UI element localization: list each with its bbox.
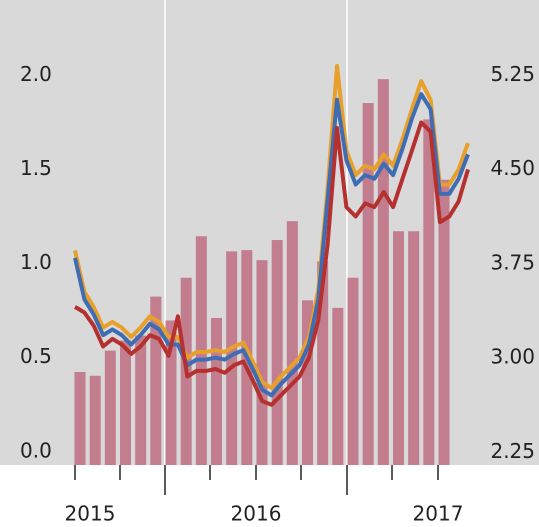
bar bbox=[332, 307, 344, 465]
y-tick-label: 0.5 bbox=[20, 344, 52, 368]
bar bbox=[408, 231, 420, 465]
bar bbox=[150, 296, 162, 465]
y-tick-label: 1.5 bbox=[20, 156, 52, 180]
y2-tick-label: 3.00 bbox=[490, 345, 535, 369]
y2-tick-label: 2.25 bbox=[490, 439, 535, 463]
line bbox=[73, 92, 470, 398]
bar bbox=[211, 317, 222, 465]
y2-tick-label: 4.50 bbox=[490, 156, 535, 180]
y-tick-label: 1.0 bbox=[20, 250, 52, 274]
y2-tick-label: 3.75 bbox=[490, 250, 535, 274]
bar bbox=[393, 231, 404, 465]
x-label: 2016 bbox=[231, 502, 282, 526]
x-ticks bbox=[74, 465, 439, 495]
line bbox=[73, 120, 470, 407]
y-tick-label: 0.0 bbox=[20, 438, 52, 462]
line bbox=[73, 63, 470, 390]
bar bbox=[104, 350, 116, 465]
bar bbox=[347, 277, 359, 465]
bar bbox=[74, 372, 86, 465]
bar bbox=[135, 335, 147, 465]
bar bbox=[302, 300, 313, 465]
bar bbox=[286, 221, 298, 465]
y-tick-label: 2.0 bbox=[20, 62, 52, 86]
bar bbox=[89, 375, 101, 465]
bar bbox=[423, 119, 435, 465]
bar bbox=[120, 340, 131, 465]
bar bbox=[165, 320, 177, 465]
y2-tick-label: 5.25 bbox=[490, 62, 535, 86]
bar bbox=[256, 260, 268, 465]
bar bbox=[226, 251, 238, 465]
bar bbox=[317, 261, 329, 465]
x-label: 2017 bbox=[413, 502, 464, 526]
bar bbox=[377, 79, 389, 466]
bar bbox=[271, 240, 283, 465]
bar bbox=[438, 179, 450, 465]
bar bbox=[362, 103, 374, 466]
x-label: 2015 bbox=[65, 502, 116, 526]
